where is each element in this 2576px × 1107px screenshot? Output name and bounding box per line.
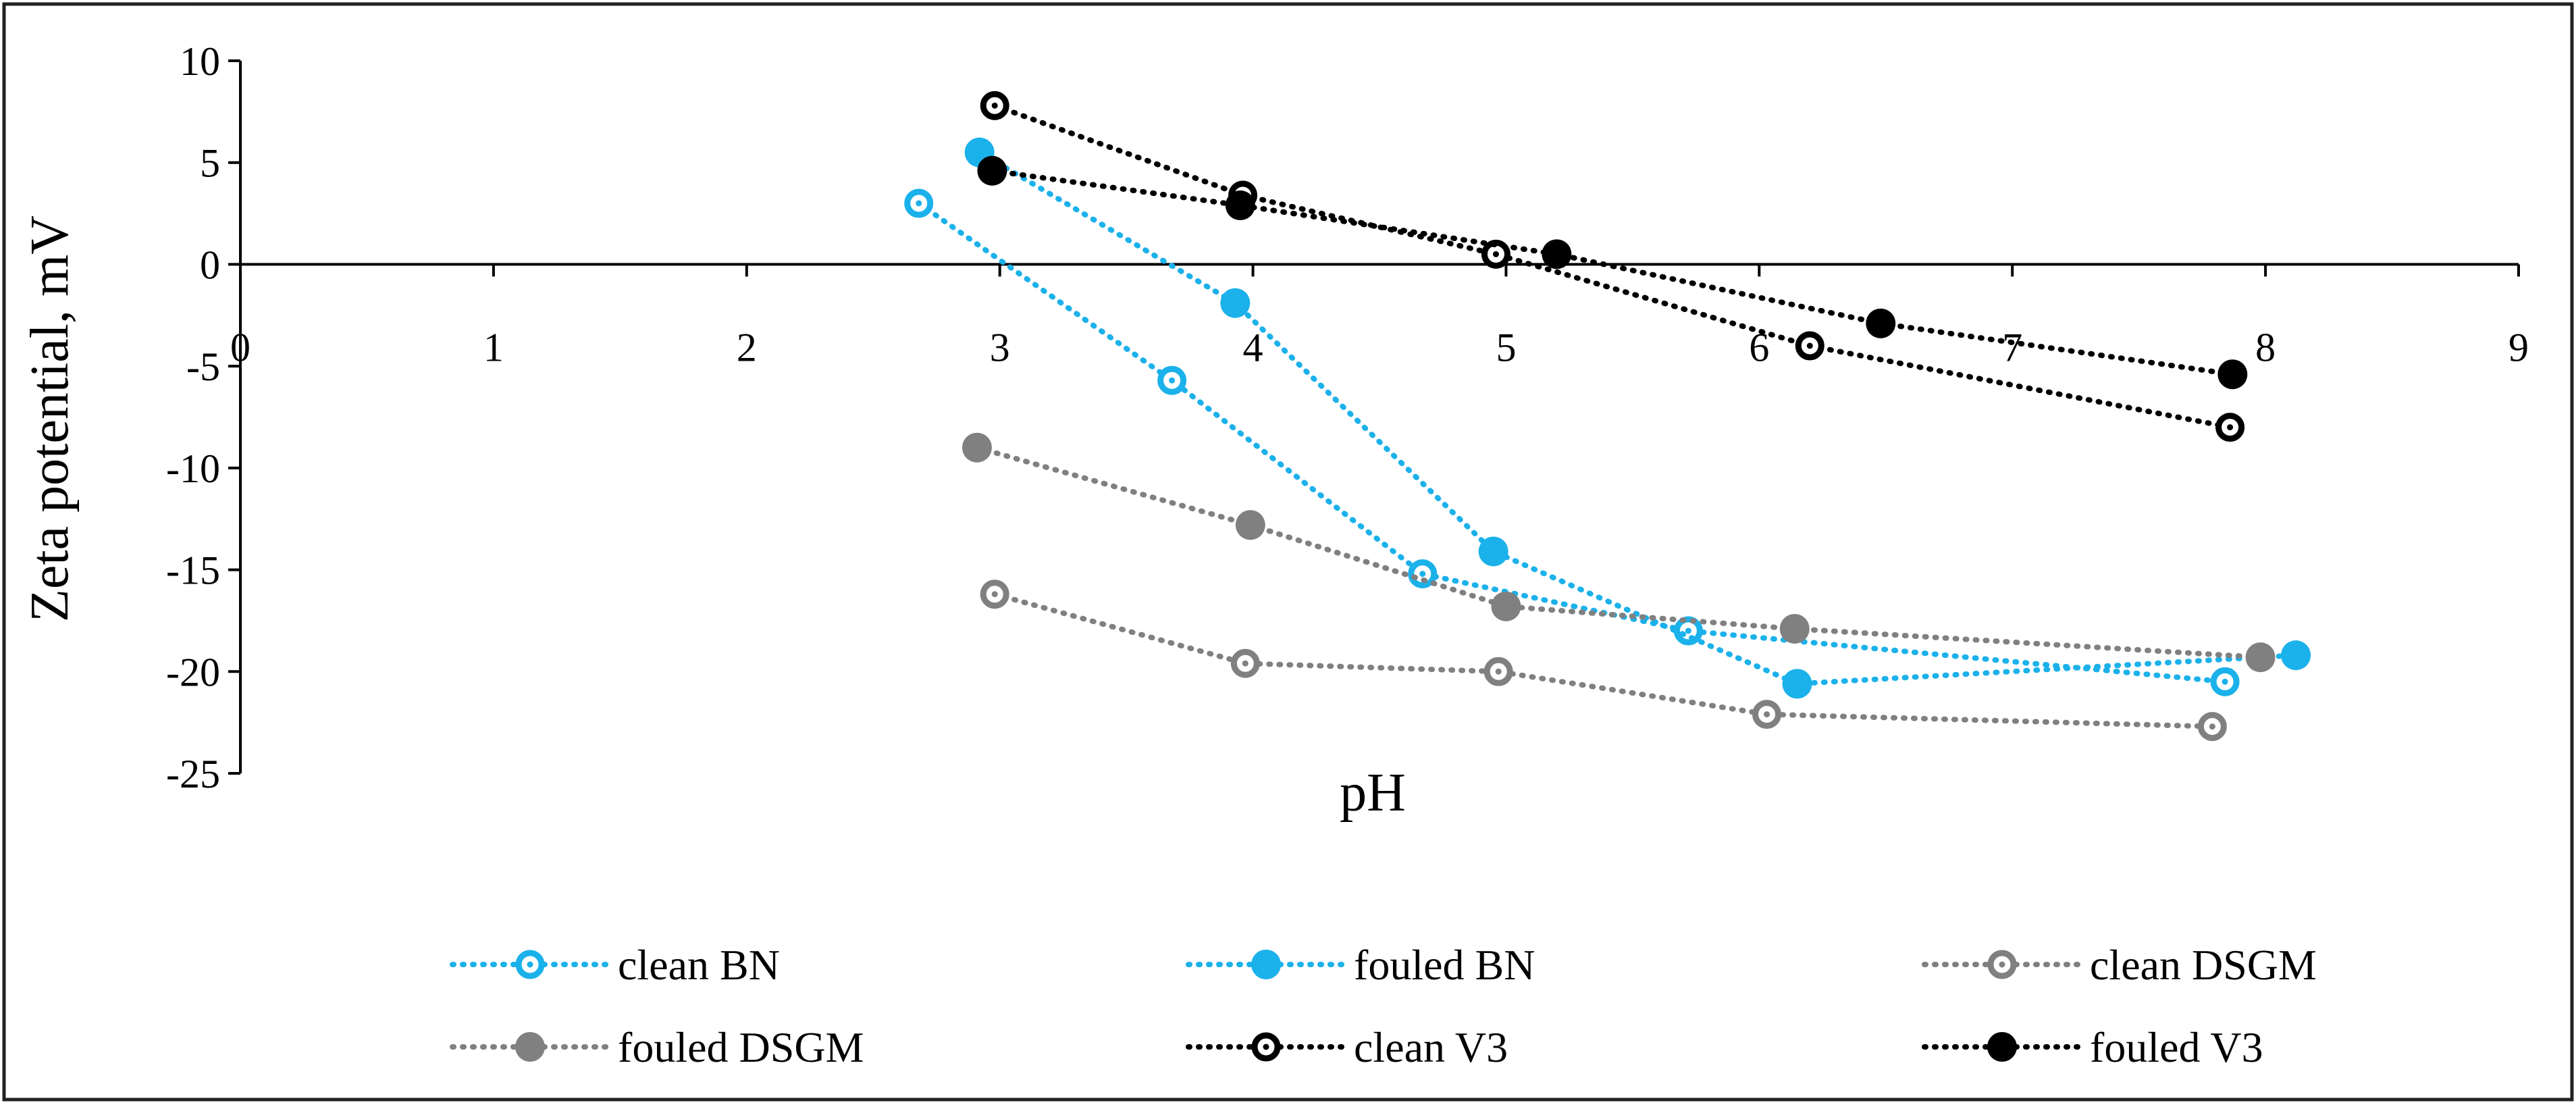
- data-point-clean-v3-center: [991, 102, 998, 109]
- data-point-fouled-bn: [1782, 669, 1812, 699]
- data-point-fouled-v3: [1225, 190, 1255, 221]
- data-point-clean-bn: [904, 188, 934, 218]
- x-tick-label: 4: [1243, 325, 1263, 369]
- data-point-fouled-bn: [1478, 536, 1508, 567]
- y-axis-title: Zeta potential, mV: [20, 215, 80, 622]
- data-point-fouled-dsgm: [1779, 613, 1810, 644]
- data-point-clean-dsgm-center: [1495, 668, 1502, 675]
- data-point-clean-dsgm-center: [1764, 711, 1770, 718]
- legend-marker-clean-bn-center: [527, 961, 533, 968]
- legend-marker-clean-v3-center: [1263, 1044, 1269, 1050]
- y-tick-label: 0: [200, 242, 220, 287]
- data-point-fouled-v3: [1542, 239, 1572, 269]
- legend-item-clean-dsgm: clean DSGM: [1922, 941, 2317, 989]
- data-point-clean-dsgm: [1483, 657, 1513, 686]
- legend-marker-clean-dsgm-center: [1999, 961, 2005, 968]
- data-point-fouled-dsgm: [1491, 591, 1521, 621]
- x-tick-label: 9: [2508, 325, 2529, 369]
- x-tick-label: 0: [230, 325, 251, 369]
- series-layer: [904, 91, 2311, 742]
- x-tick-label: 3: [990, 325, 1010, 369]
- data-point-fouled-dsgm: [2245, 642, 2276, 673]
- data-point-clean-v3: [2215, 413, 2245, 442]
- legend-marker-fouled-v3: [1987, 1032, 2017, 1062]
- data-point-fouled-dsgm: [962, 432, 992, 463]
- data-point-fouled-dsgm: [1235, 510, 1265, 540]
- data-point-clean-dsgm-center: [991, 591, 998, 598]
- data-point-fouled-bn: [1220, 288, 1251, 318]
- series-line-fouled-bn: [976, 149, 2299, 687]
- legend-marker-clean-v3: [1251, 1032, 1281, 1062]
- data-point-clean-bn-center: [1685, 627, 1691, 634]
- series-line-clean-v3: [992, 103, 2233, 430]
- legend-label-clean-dsgm: clean DSGM: [2090, 941, 2317, 989]
- data-point-clean-bn: [1408, 559, 1438, 589]
- series-fouled-v3: [977, 155, 2248, 390]
- legend-marker-fouled-bn: [1251, 950, 1281, 979]
- x-tick-label: 1: [483, 325, 504, 369]
- data-point-clean-v3: [1795, 331, 1824, 361]
- data-point-clean-dsgm: [2197, 712, 2227, 742]
- data-point-fouled-v3: [2217, 359, 2248, 390]
- data-point-clean-bn-center: [916, 200, 922, 207]
- series-fouled-dsgm: [962, 432, 2276, 673]
- legend-label-fouled-bn: fouled BN: [1354, 941, 1535, 989]
- legend-item-clean-bn: clean BN: [450, 941, 780, 989]
- data-point-clean-dsgm-center: [1242, 660, 1248, 667]
- data-point-clean-bn-center: [2222, 678, 2228, 685]
- data-point-clean-dsgm: [1752, 700, 1782, 729]
- x-tick-label: 2: [737, 325, 757, 369]
- data-point-clean-bn: [1673, 616, 1703, 646]
- data-point-clean-v3-center: [2227, 424, 2234, 431]
- data-point-clean-v3: [1481, 239, 1510, 269]
- series-line-clean-dsgm: [992, 591, 2215, 729]
- data-point-clean-bn-center: [1419, 571, 1426, 577]
- legend-label-clean-bn: clean BN: [618, 941, 780, 989]
- y-tick-label: -25: [166, 752, 220, 796]
- legend-item-fouled-dsgm: fouled DSGM: [450, 1023, 864, 1071]
- x-axis-title: pH: [1340, 763, 1406, 823]
- data-point-clean-dsgm-center: [2209, 723, 2215, 730]
- y-tick-label: -20: [166, 650, 220, 694]
- legend-item-fouled-v3: fouled V3: [1922, 1023, 2263, 1071]
- y-tick-label: 10: [180, 39, 220, 84]
- y-axis-ticks: 10 5 0 -5 -10 -15 -20 -25: [166, 39, 240, 796]
- data-point-clean-dsgm: [980, 580, 1009, 609]
- data-point-fouled-v3: [977, 155, 1007, 186]
- data-point-clean-dsgm: [1230, 648, 1260, 678]
- data-point-clean-bn: [2210, 667, 2240, 696]
- x-tick-label: 7: [2002, 325, 2022, 369]
- legend-label-fouled-dsgm: fouled DSGM: [618, 1023, 864, 1071]
- legend-marker-clean-bn: [515, 950, 545, 979]
- legend-item-fouled-bn: fouled BN: [1186, 941, 1535, 989]
- y-tick-label: 5: [200, 141, 220, 186]
- y-tick-label: -10: [166, 446, 220, 491]
- legend-marker-clean-dsgm: [1987, 950, 2017, 979]
- legend-item-clean-v3: clean V3: [1186, 1023, 1508, 1071]
- data-point-fouled-bn: [2281, 640, 2311, 671]
- x-tick-label: 5: [1496, 325, 1516, 369]
- data-point-clean-bn: [1157, 365, 1187, 395]
- data-point-clean-bn-center: [1169, 377, 1176, 384]
- y-tick-label: -5: [186, 344, 220, 389]
- data-point-clean-v3-center: [1492, 251, 1499, 257]
- data-point-clean-v3: [980, 91, 1009, 120]
- series-clean-bn: [904, 188, 2240, 696]
- x-tick-label: 8: [2255, 325, 2276, 369]
- data-point-clean-v3-center: [1806, 342, 1813, 349]
- legend-label-fouled-v3: fouled V3: [2090, 1023, 2263, 1071]
- legend-marker-fouled-dsgm: [515, 1032, 545, 1062]
- data-point-fouled-v3: [1866, 308, 1896, 338]
- legend-label-clean-v3: clean V3: [1354, 1023, 1508, 1071]
- series-clean-dsgm: [980, 580, 2227, 742]
- legend: clean BN fouled BN clean DSGM fouled DSGM cl…: [450, 941, 2317, 1071]
- y-tick-label: -15: [166, 548, 220, 593]
